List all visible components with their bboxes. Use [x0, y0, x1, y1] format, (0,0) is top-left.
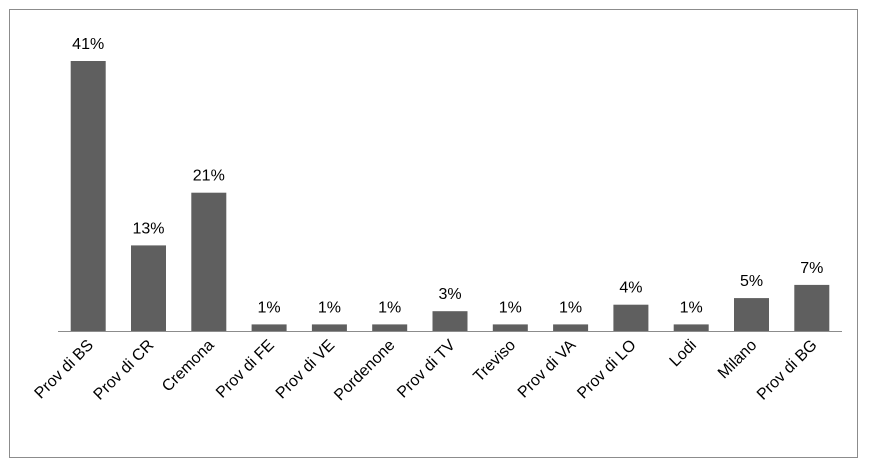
category-label-10: Lodi [667, 337, 700, 370]
bar-11 [734, 298, 769, 331]
data-label-8: 1% [559, 299, 582, 316]
category-label-5: Pordenone [331, 337, 398, 404]
bar-7 [492, 324, 528, 331]
data-label-7: 1% [499, 299, 522, 316]
bar-0 [70, 61, 106, 331]
category-label-3: Prov di FE [213, 337, 278, 402]
data-label-0: 41% [72, 36, 104, 53]
data-label-3: 1% [258, 299, 281, 316]
bar-10 [673, 324, 709, 331]
category-label-12: Prov di BG [754, 337, 821, 404]
category-label-11: Milano [715, 337, 760, 382]
bar-3 [251, 324, 287, 331]
category-label-6: Prov di TV [394, 337, 459, 402]
bar-1 [131, 245, 166, 331]
bar-8 [553, 324, 589, 331]
bar-4 [311, 324, 347, 331]
bar-12 [794, 284, 830, 331]
bar-6 [432, 311, 468, 331]
data-label-2: 21% [193, 168, 225, 185]
chart-frame [9, 9, 858, 458]
category-label-1: Prov di CR [91, 337, 158, 404]
bar-9 [613, 304, 649, 331]
category-label-8: Prov di VA [515, 337, 580, 402]
category-label-2: Cremona [159, 337, 218, 396]
data-label-6: 3% [438, 286, 461, 303]
data-label-1: 13% [132, 220, 164, 237]
category-label-0: Prov di BS [32, 337, 97, 402]
data-label-10: 1% [680, 299, 703, 316]
category-label-7: Treviso [470, 337, 519, 386]
data-label-12: 7% [800, 260, 823, 277]
data-label-4: 1% [318, 299, 341, 316]
category-label-4: Prov di VE [273, 337, 338, 402]
category-label-9: Prov di LO [574, 337, 639, 402]
data-label-5: 1% [378, 299, 401, 316]
bar-2 [191, 192, 227, 331]
data-label-9: 4% [619, 280, 642, 297]
data-label-11: 5% [740, 273, 763, 290]
bar-5 [372, 324, 408, 331]
